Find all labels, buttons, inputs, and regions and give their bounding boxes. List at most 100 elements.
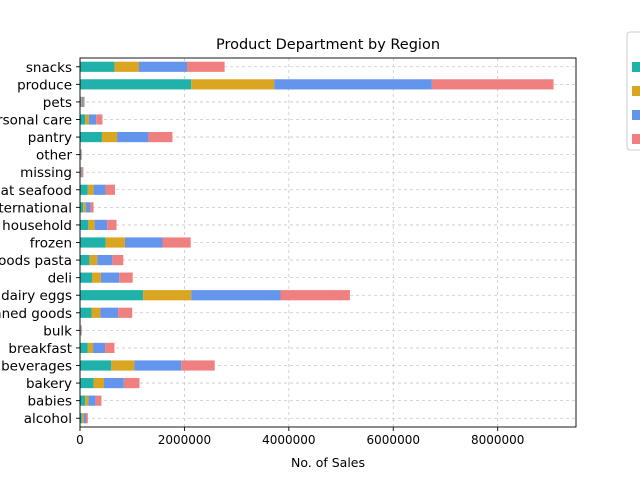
bar-dairy-eggs-series-3 bbox=[191, 290, 281, 301]
bar-other-series-3 bbox=[80, 149, 82, 160]
bar-pantry-series-1 bbox=[80, 131, 102, 143]
bar-breakfast-series-2 bbox=[87, 342, 94, 354]
y-tick-label: alcohol bbox=[24, 411, 72, 427]
bar-frozen-series-3 bbox=[124, 237, 163, 248]
y-tick-label: pantry bbox=[28, 130, 72, 146]
bar-breakfast-series-4 bbox=[105, 342, 115, 354]
chart-title: Product Department by Region bbox=[216, 37, 440, 53]
bar-household-series-3 bbox=[94, 219, 108, 231]
bar-bulk-series-4 bbox=[81, 325, 82, 336]
legend-swatch-series-4 bbox=[632, 134, 640, 144]
bar-deli-series-2 bbox=[92, 272, 101, 283]
bar-produce-series-4 bbox=[431, 79, 554, 90]
x-tick-label: 2000000 bbox=[158, 433, 211, 447]
y-tick-label: pets bbox=[43, 95, 72, 111]
bar-canned-goods-series-3 bbox=[100, 307, 119, 318]
grid-lines bbox=[79, 58, 576, 427]
x-tick-label: 0 bbox=[76, 433, 84, 447]
bar-alcohol-series-4 bbox=[86, 413, 88, 424]
bar-pantry-series-3 bbox=[117, 131, 149, 143]
bar-alcohol-series-3 bbox=[83, 413, 87, 424]
bar-other-series-4 bbox=[81, 149, 82, 160]
bar-meat-seafood-series-2 bbox=[87, 184, 94, 195]
bar-frozen-series-2 bbox=[105, 237, 125, 248]
y-tick-label: personal care bbox=[0, 113, 72, 129]
y-tick-label: dry goods pasta bbox=[0, 253, 72, 269]
y-tick-label: beverages bbox=[1, 359, 72, 375]
bar-canned-goods-series-2 bbox=[91, 307, 101, 318]
y-tick-label: bakery bbox=[26, 376, 72, 392]
bar-pantry-series-2 bbox=[101, 131, 118, 143]
bar-beverages-series-3 bbox=[134, 360, 182, 371]
bar-bulk-series-3 bbox=[80, 325, 82, 336]
x-tick-label: 6000000 bbox=[367, 433, 420, 447]
bar-dry-goods-pasta-series-3 bbox=[97, 254, 113, 266]
bar-canned-goods-series-1 bbox=[80, 307, 92, 318]
bar-meat-seafood-series-4 bbox=[105, 184, 115, 195]
bar-personal-care-series-1 bbox=[80, 114, 86, 125]
legend bbox=[626, 31, 640, 151]
bar-household-series-4 bbox=[107, 219, 117, 231]
y-tick-label: deli bbox=[48, 271, 72, 287]
legend-swatch-series-1 bbox=[632, 62, 640, 72]
bar-dairy-eggs-series-2 bbox=[143, 290, 192, 301]
bar-beverages-series-1 bbox=[80, 360, 112, 371]
bar-bakery-series-2 bbox=[93, 377, 105, 389]
bar-dairy-eggs-series-4 bbox=[280, 290, 350, 301]
y-tick-label: canned goods bbox=[0, 306, 72, 322]
bar-pets-series-2 bbox=[80, 96, 82, 108]
bar-meat-seafood-series-1 bbox=[80, 184, 88, 195]
bar-pets-series-4 bbox=[83, 96, 85, 108]
bar-international-series-3 bbox=[85, 202, 91, 213]
bar-dairy-eggs-series-1 bbox=[80, 290, 144, 301]
bar-alcohol-series-1 bbox=[80, 413, 82, 424]
bar-international-series-2 bbox=[83, 202, 86, 213]
bar-meat-seafood-series-3 bbox=[93, 184, 106, 195]
bar-snacks-series-1 bbox=[80, 61, 115, 72]
bar-deli-series-3 bbox=[100, 272, 120, 283]
y-tick-label: snacks bbox=[26, 60, 72, 76]
legend-swatch-series-3 bbox=[632, 110, 640, 120]
bar-beverages-series-4 bbox=[181, 360, 215, 371]
bar-deli-series-1 bbox=[80, 272, 93, 283]
bar-pets-series-3 bbox=[81, 96, 84, 108]
bar-snacks-series-3 bbox=[138, 61, 188, 72]
bar-snacks-series-4 bbox=[187, 61, 225, 72]
bar-bakery-series-3 bbox=[104, 377, 124, 389]
y-tick-label: dairy eggs bbox=[1, 288, 72, 304]
y-tick-label: international bbox=[0, 200, 72, 216]
y-tick-label: produce bbox=[17, 77, 72, 93]
y-tick-label: breakfast bbox=[8, 341, 72, 357]
y-tick-label: babies bbox=[27, 394, 72, 410]
bar-alcohol-series-2 bbox=[81, 413, 84, 424]
bar-missing-series-3 bbox=[81, 167, 83, 178]
x-axis: 0 2000000 4000000 6000000 8000000 bbox=[76, 427, 524, 447]
bar-breakfast-series-3 bbox=[93, 342, 106, 354]
bar-dry-goods-pasta-series-2 bbox=[89, 254, 98, 266]
bar-personal-care-series-4 bbox=[96, 114, 103, 125]
bar-produce-series-3 bbox=[274, 79, 432, 90]
bar-pantry-series-4 bbox=[148, 131, 173, 143]
y-tick-label: household bbox=[2, 218, 72, 234]
y-tick-label: other bbox=[36, 148, 72, 164]
bar-dry-goods-pasta-series-4 bbox=[112, 254, 124, 266]
bar-deli-series-4 bbox=[119, 272, 133, 283]
bar-snacks-series-2 bbox=[114, 61, 139, 72]
x-tick-label: 8000000 bbox=[471, 433, 524, 447]
bar-personal-care-series-3 bbox=[88, 114, 97, 125]
x-tick-label: 4000000 bbox=[262, 433, 315, 447]
bar-international-series-1 bbox=[80, 202, 84, 213]
bars-group bbox=[80, 61, 554, 424]
bar-produce-series-1 bbox=[80, 79, 192, 90]
bar-produce-series-2 bbox=[191, 79, 275, 90]
bar-bakery-series-1 bbox=[80, 377, 94, 389]
bar-international-series-4 bbox=[90, 202, 94, 213]
bar-babies-series-3 bbox=[88, 395, 96, 406]
bar-personal-care-series-2 bbox=[85, 114, 89, 125]
bar-dry-goods-pasta-series-1 bbox=[80, 254, 90, 266]
x-axis-label: No. of Sales bbox=[291, 455, 365, 470]
bar-canned-goods-series-4 bbox=[118, 307, 133, 318]
bar-missing-series-4 bbox=[82, 167, 84, 178]
